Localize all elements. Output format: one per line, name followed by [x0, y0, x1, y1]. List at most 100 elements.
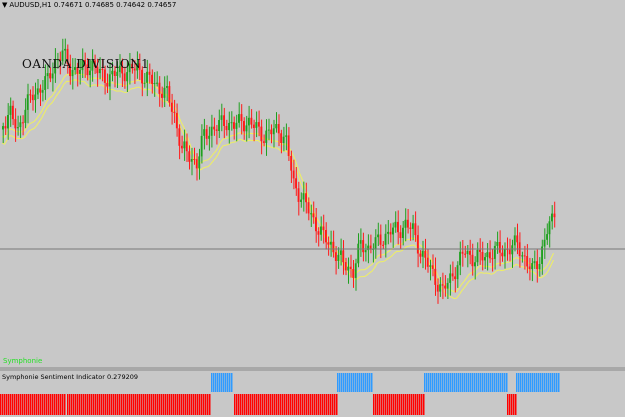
- sentiment-bar-up: [225, 373, 227, 392]
- candle-body: [158, 82, 161, 94]
- sentiment-bar-up: [351, 373, 353, 392]
- sentiment-bar-down: [93, 394, 95, 415]
- sentiment-bar-down: [117, 394, 119, 415]
- sentiment-bar-down: [111, 394, 113, 415]
- candle-body: [397, 221, 399, 233]
- sentiment-bar-down: [113, 394, 115, 415]
- candle-body: [195, 159, 198, 169]
- sentiment-bar-up: [355, 373, 357, 392]
- candle-body: [382, 244, 384, 246]
- candle-body: [131, 63, 134, 69]
- candle-body: [538, 264, 541, 270]
- sentiment-bar-down: [387, 394, 389, 415]
- candle-body: [151, 74, 153, 84]
- sentiment-bar-down: [121, 394, 123, 415]
- candle-body: [178, 128, 181, 146]
- candle-body: [59, 59, 61, 62]
- sentiment-bar-down: [195, 394, 197, 415]
- sentiment-bar-down: [163, 394, 165, 415]
- candle-body: [374, 237, 377, 249]
- sentiment-bar-up: [468, 373, 470, 392]
- candle-body: [305, 193, 307, 203]
- candle-body: [431, 265, 434, 269]
- sentiment-bar-down: [181, 394, 183, 415]
- candle-body: [26, 94, 29, 110]
- candle-body: [24, 109, 27, 123]
- candle-body: [163, 87, 166, 98]
- sentiment-bar-up: [215, 373, 217, 392]
- sentiment-bar-down: [77, 394, 79, 415]
- symbol-header: ▼ AUDUSD,H1 0.74671 0.74685 0.74642 0.746…: [2, 1, 176, 9]
- sentiment-bar-down: [91, 394, 93, 415]
- candle-body: [414, 223, 417, 236]
- candle-body: [205, 129, 208, 139]
- sentiment-bar-up: [361, 373, 363, 392]
- candle-body: [188, 151, 191, 162]
- sentiment-bar-down: [69, 394, 71, 415]
- sentiment-bar-down: [153, 394, 155, 415]
- candle-body: [250, 117, 253, 125]
- sentiment-bar-down: [423, 394, 425, 415]
- sentiment-bar-down: [127, 394, 129, 415]
- sentiment-bar-up: [524, 373, 526, 392]
- candle-body: [402, 227, 404, 238]
- candle-body: [394, 221, 397, 228]
- candle-body: [498, 242, 501, 253]
- sentiment-bar-up: [442, 373, 444, 392]
- candle-body: [257, 122, 260, 127]
- sentiment-bar-down: [282, 394, 284, 415]
- candle-body: [64, 48, 66, 51]
- candle-body: [270, 129, 273, 135]
- sentiment-bar-up: [516, 373, 518, 392]
- candle-body: [113, 70, 116, 76]
- candle-body: [34, 94, 37, 101]
- candle-body: [148, 71, 151, 75]
- sentiment-bar-up: [349, 373, 351, 392]
- sentiment-bar-up: [448, 373, 450, 392]
- sentiment-bar-down: [52, 394, 54, 415]
- sentiment-bar-down: [97, 394, 99, 415]
- candle-body: [243, 121, 245, 132]
- candle-body: [143, 82, 146, 84]
- sentiment-bar-down: [278, 394, 280, 415]
- candle-body: [426, 257, 429, 267]
- sentiment-bar-down: [199, 394, 201, 415]
- candle-body: [275, 124, 278, 129]
- sentiment-bar-down: [165, 394, 167, 415]
- candle-body: [469, 250, 471, 255]
- candle-body: [96, 66, 99, 74]
- candle-body: [14, 119, 17, 129]
- sentiment-bar-up: [436, 373, 438, 392]
- sentiment-bar-down: [248, 394, 250, 415]
- sentiment-bar-up: [542, 373, 544, 392]
- candle-body: [384, 233, 387, 245]
- sentiment-bar-up: [474, 373, 476, 392]
- candle-body: [208, 135, 211, 139]
- candle-body: [312, 213, 315, 218]
- candle-body: [228, 122, 230, 131]
- candle-body: [454, 276, 456, 280]
- sentiment-bar-down: [26, 394, 28, 415]
- sentiment-bar-up: [211, 373, 213, 392]
- candle-body: [51, 73, 54, 79]
- sentiment-bar-down: [310, 394, 312, 415]
- candle-body: [479, 249, 481, 252]
- candle-body: [54, 59, 57, 74]
- sentiment-bar-down: [145, 394, 147, 415]
- symbol-timeframe: AUDUSD,H1: [9, 1, 52, 9]
- sentiment-bar-down: [22, 394, 24, 415]
- candle-body: [503, 248, 506, 257]
- sentiment-bar-down: [258, 394, 260, 415]
- candle-body: [193, 159, 196, 160]
- chevron-down-icon[interactable]: ▼: [2, 1, 8, 9]
- sentiment-bar-down: [115, 394, 117, 415]
- candle-body: [546, 234, 548, 240]
- candle-body: [511, 245, 514, 255]
- candle-body: [260, 126, 263, 142]
- candle-body: [287, 135, 290, 156]
- candle-body: [101, 68, 104, 70]
- sentiment-bar-up: [532, 373, 534, 392]
- sentiment-bar-down: [99, 394, 101, 415]
